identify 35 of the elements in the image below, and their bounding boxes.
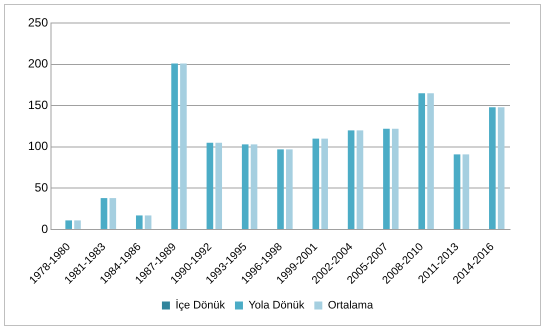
bar — [321, 138, 328, 229]
bar — [171, 63, 178, 229]
bar — [418, 93, 426, 229]
bar — [286, 149, 293, 229]
bar — [250, 144, 258, 229]
y-tick-label: 150 — [28, 98, 48, 112]
bar — [215, 142, 222, 229]
bar — [462, 154, 470, 229]
y-tick-label: 250 — [28, 15, 48, 30]
bar — [136, 215, 143, 229]
bar — [109, 198, 116, 229]
bar — [392, 128, 399, 229]
legend-label: İçe Dönük — [175, 298, 226, 312]
bar — [144, 215, 152, 229]
bar — [356, 130, 364, 229]
bar — [180, 63, 187, 229]
legend-label: Yola Dönük — [248, 300, 305, 312]
y-tick-label: 0 — [41, 222, 48, 236]
bar — [206, 142, 214, 229]
bar — [348, 130, 354, 229]
legend-label: Ortalama — [328, 300, 374, 312]
bar — [489, 107, 496, 229]
bar — [242, 144, 249, 229]
y-tick-label: 50 — [34, 180, 48, 194]
bar — [312, 138, 320, 229]
y-tick-label: 200 — [28, 56, 48, 71]
bar — [277, 149, 284, 229]
bar — [454, 154, 460, 229]
bar — [498, 107, 504, 229]
y-tick-label: 100 — [28, 139, 48, 154]
bar — [65, 220, 72, 229]
bar — [383, 128, 390, 229]
bar — [74, 220, 81, 229]
bar — [427, 93, 434, 229]
bar — [100, 198, 108, 229]
